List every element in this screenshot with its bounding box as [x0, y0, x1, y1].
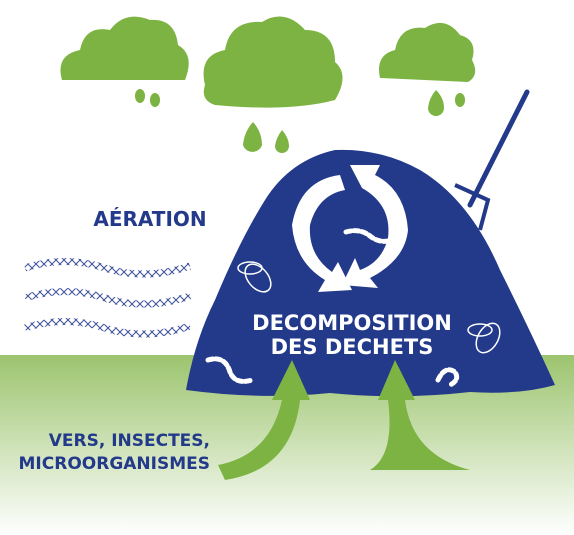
- agents-label: MICROORGANISMES: [19, 454, 210, 474]
- agents-label: VERS, INSECTES,: [49, 431, 210, 451]
- aeration-label: AÉRATION: [93, 207, 206, 231]
- clouds: [60, 17, 475, 153]
- rake-handle: [470, 92, 527, 205]
- aeration-waves: [25, 262, 190, 335]
- compost-diagram: AÉRATION DECOMPOSITION DES DECHETS VERS,…: [0, 0, 574, 535]
- process-label: DECOMPOSITION: [252, 311, 452, 335]
- process-label: DES DECHETS: [271, 335, 434, 359]
